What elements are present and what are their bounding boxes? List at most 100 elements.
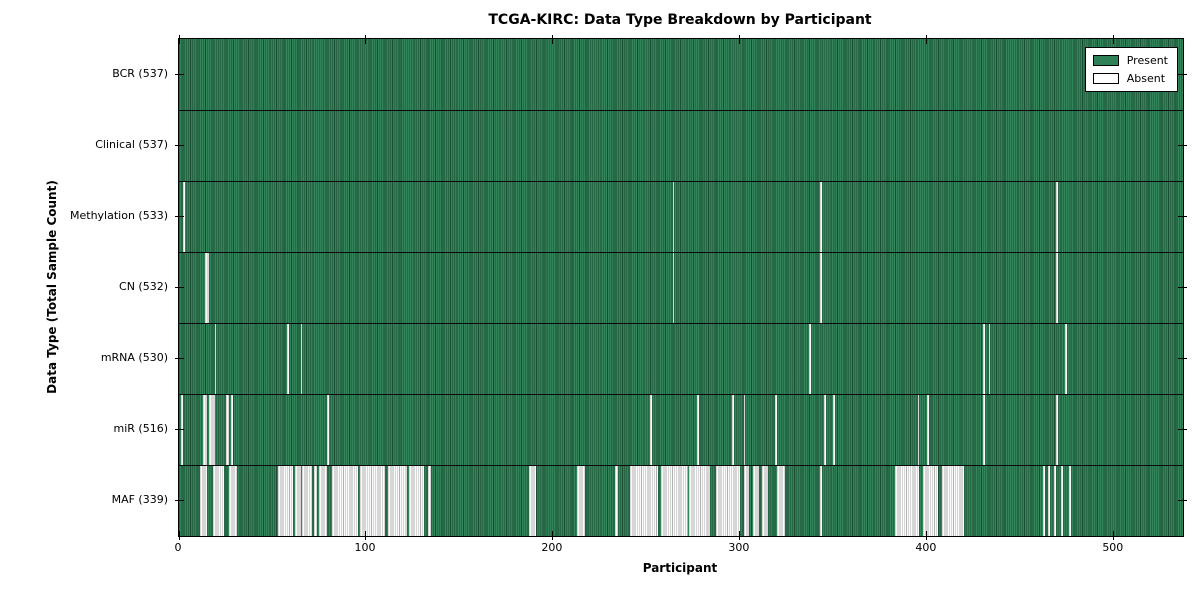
absent-segment (775, 395, 778, 465)
y-tick-mark (175, 500, 184, 501)
x-tick-mark (739, 531, 741, 540)
absent-segment (199, 466, 208, 536)
absent-segment (528, 466, 537, 536)
absent-segment (917, 395, 920, 465)
data-type-row-cn (179, 252, 1183, 323)
y-tick-label: Clinical (537) (95, 137, 168, 151)
absent-segment (300, 324, 303, 394)
absent-segment (1055, 253, 1058, 323)
x-tick-mark (552, 35, 554, 44)
y-tick-label: miR (516) (113, 421, 169, 435)
absent-segment (696, 395, 699, 465)
absent-segment (229, 466, 237, 536)
legend: Present Absent (1084, 47, 1178, 92)
y-tick-mark (1178, 287, 1187, 288)
x-axis-label: Participant (642, 561, 718, 575)
x-tick-label: 400 (915, 541, 937, 554)
absent-segment (752, 466, 759, 536)
legend-swatch-absent-icon (1092, 73, 1119, 84)
y-tick-label: CN (532) (119, 279, 168, 293)
absent-segment (1053, 466, 1056, 536)
absent-segment (577, 466, 585, 536)
absent-segment (278, 466, 294, 536)
absent-segment (1065, 324, 1068, 394)
x-tick-label: 200 (541, 541, 563, 554)
absent-segment (231, 395, 234, 465)
absent-segment (820, 466, 823, 536)
x-tick-mark (1113, 531, 1115, 540)
absent-segment (326, 395, 329, 465)
x-tick-label: 100 (354, 541, 376, 554)
absent-segment (820, 182, 823, 252)
y-tick-mark (175, 358, 184, 359)
absent-segment (614, 466, 619, 536)
absent-segment (820, 253, 823, 323)
absent-segment (319, 466, 327, 536)
absent-segment (923, 466, 939, 536)
absent-segment (777, 466, 785, 536)
legend-label-present: Present (1126, 54, 1168, 67)
data-type-row-clinical (179, 110, 1183, 181)
absent-segment (743, 466, 750, 536)
absent-segment (672, 182, 675, 252)
y-tick-mark (175, 287, 184, 288)
absent-segment (1055, 395, 1058, 465)
absent-segment (661, 466, 688, 536)
absent-segment (689, 466, 710, 536)
absent-segment (182, 182, 185, 252)
x-tick-mark (552, 531, 554, 540)
absent-segment (809, 324, 811, 394)
absent-segment (672, 253, 675, 323)
absent-segment (941, 466, 965, 536)
y-tick-mark (175, 429, 184, 430)
x-tick-label: 300 (728, 541, 750, 554)
absent-segment (982, 395, 985, 465)
absent-segment (732, 395, 735, 465)
absent-segment (1048, 466, 1051, 536)
absent-segment (650, 395, 652, 465)
absent-segment (408, 466, 424, 536)
data-type-row-bcr (179, 39, 1183, 110)
x-tick-label: 0 (174, 541, 182, 554)
absent-segment (1055, 182, 1058, 252)
absent-segment (1068, 466, 1071, 536)
absent-segment (294, 466, 301, 536)
absent-segment (203, 395, 208, 465)
plot-area: Present Absent (175, 35, 1187, 540)
data-type-row-methylation (179, 181, 1183, 252)
x-tick-mark (178, 35, 180, 44)
absent-segment (1061, 466, 1064, 536)
absent-segment (287, 324, 290, 394)
absent-segment (762, 466, 768, 536)
absent-segment (388, 466, 408, 536)
y-tick-mark (1178, 500, 1187, 501)
absent-segment (225, 395, 230, 465)
y-tick-mark (175, 216, 184, 217)
legend-item-present: Present (1092, 53, 1168, 68)
x-tick-mark (365, 35, 367, 44)
absent-segment (427, 466, 432, 536)
y-tick-mark (1178, 216, 1187, 217)
x-tick-mark (739, 35, 741, 44)
x-tick-mark (926, 35, 928, 44)
y-tick-mark (1178, 74, 1187, 75)
absent-segment (743, 395, 746, 465)
absent-segment (629, 466, 658, 536)
absent-segment (833, 395, 836, 465)
data-type-row-maf (179, 465, 1183, 536)
absent-segment (212, 466, 224, 536)
x-tick-label: 500 (1102, 541, 1124, 554)
chart-title: TCGA-KIRC: Data Type Breakdown by Partic… (488, 12, 872, 28)
y-tick-mark (175, 74, 184, 75)
y-tick-mark (1178, 145, 1187, 146)
legend-item-absent: Absent (1092, 71, 1168, 86)
x-tick-mark (1113, 35, 1115, 44)
absent-segment (1042, 466, 1045, 536)
absent-segment (205, 253, 209, 323)
absent-segment (926, 395, 929, 465)
y-tick-label: MAF (339) (111, 492, 168, 506)
absent-segment (214, 324, 217, 394)
y-tick-label: BCR (537) (112, 66, 168, 80)
absent-segment (313, 466, 318, 536)
